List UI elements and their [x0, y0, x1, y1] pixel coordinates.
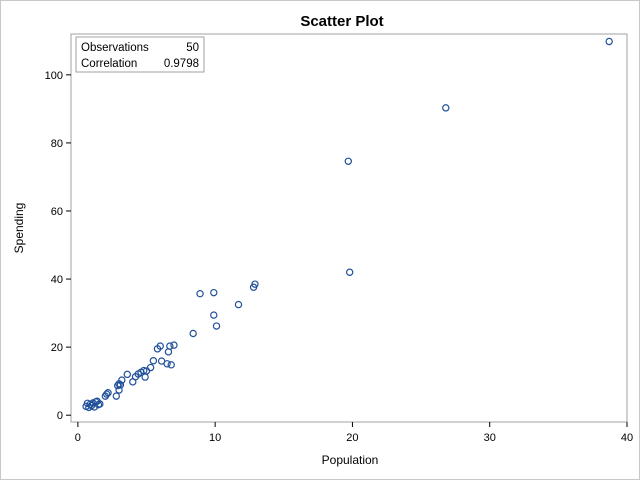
y-tick-label: 40 [51, 274, 63, 286]
data-point [112, 392, 121, 400]
stats-inset: Observations 50 Correlation 0.9798 [75, 36, 205, 73]
data-point [210, 288, 218, 297]
correlation-value: 0.9798 [164, 58, 199, 70]
stats-inset-box [75, 36, 205, 73]
data-point [212, 322, 221, 330]
data-point [344, 157, 353, 165]
y-tick-label: 0 [57, 410, 63, 422]
data-point [210, 311, 218, 319]
x-axis-ticks: 0 10 20 30 40 [75, 422, 633, 444]
y-axis-label: Spending [12, 203, 26, 254]
x-tick-label: 20 [346, 432, 358, 444]
data-point [442, 104, 450, 112]
correlation-label: Correlation [81, 58, 137, 70]
data-point [166, 342, 174, 350]
data-point [123, 370, 131, 379]
x-tick-label: 0 [75, 432, 81, 444]
data-point [93, 397, 101, 405]
data-point [189, 329, 197, 338]
data-point [251, 280, 259, 288]
data-point [170, 341, 178, 349]
data-point [134, 370, 142, 378]
data-point [167, 361, 175, 369]
observations-value: 50 [186, 42, 199, 54]
y-tick-label: 60 [51, 206, 63, 218]
data-point [149, 357, 158, 365]
chart-title: Scatter Plot [300, 13, 383, 30]
y-tick-label: 100 [45, 70, 63, 82]
x-tick-label: 30 [484, 432, 496, 444]
data-point [234, 300, 243, 309]
x-tick-label: 10 [209, 432, 221, 444]
y-tick-label: 20 [51, 342, 63, 354]
data-point [146, 363, 155, 372]
observations-label: Observations [81, 42, 149, 54]
x-axis-label: Population [322, 453, 379, 467]
data-point [345, 268, 354, 276]
data-point [163, 360, 171, 368]
x-tick-label: 40 [621, 432, 633, 444]
plot-area [70, 33, 628, 423]
data-point [102, 390, 111, 398]
y-tick-label: 80 [51, 138, 63, 150]
data-point [116, 381, 125, 389]
data-point [196, 289, 204, 298]
data-point [115, 386, 123, 394]
data-point [118, 376, 126, 384]
data-point [605, 37, 613, 46]
y-axis-ticks: 0 20 40 60 80 100 [45, 70, 71, 422]
data-point [156, 342, 164, 350]
data-point [104, 389, 112, 397]
data-points [82, 37, 613, 412]
